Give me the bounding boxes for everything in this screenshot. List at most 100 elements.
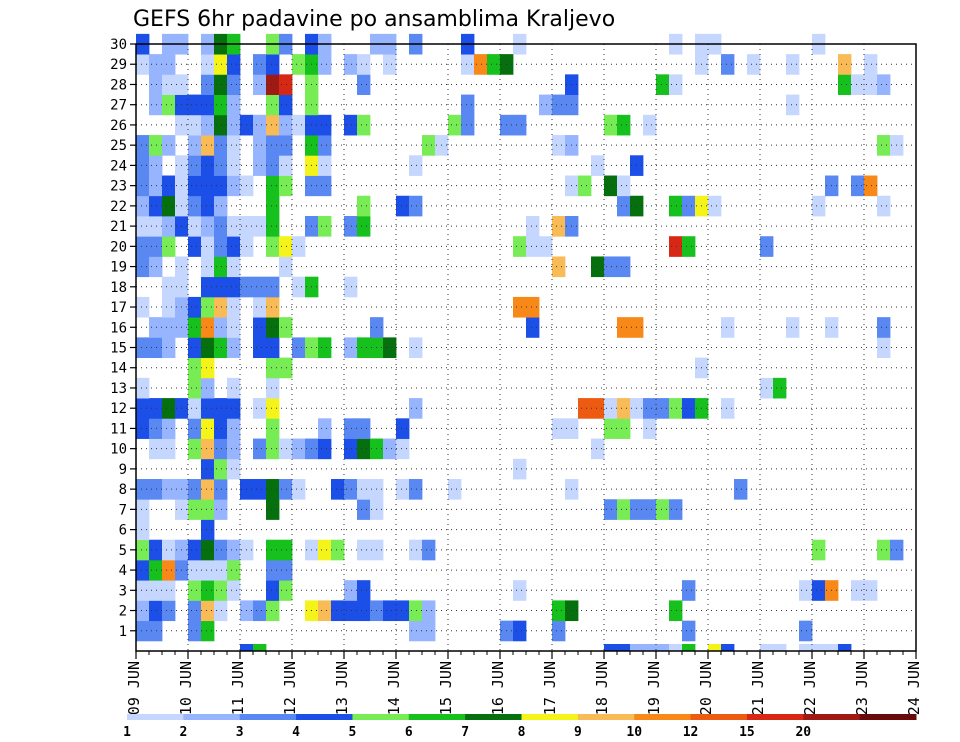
data-cell: [682, 620, 696, 642]
data-cell: [149, 236, 163, 257]
data-cell: [864, 54, 878, 75]
data-cell: [227, 276, 241, 298]
x-tick-label: 17 JUN: [541, 661, 559, 715]
data-cell: [162, 438, 176, 460]
data-cell: [773, 377, 787, 399]
data-cell: [227, 337, 241, 359]
data-cell: [669, 600, 683, 622]
data-cell: [851, 580, 865, 601]
data-cell: [214, 94, 228, 116]
data-cell: [292, 236, 306, 257]
data-cell: [266, 317, 280, 338]
data-cell: [786, 54, 800, 75]
data-cell: [227, 256, 241, 278]
data-cell: [266, 539, 280, 561]
data-cell: [227, 74, 241, 95]
data-cell: [214, 438, 228, 460]
data-cell: [357, 74, 371, 95]
data-cell: [201, 175, 215, 197]
x-tick-label: 19 JUN: [645, 661, 663, 715]
data-cell: [383, 438, 397, 460]
y-tick-label: 14: [110, 361, 127, 377]
data-cell: [136, 398, 150, 419]
data-cell: [513, 236, 527, 257]
data-cell: [331, 539, 345, 561]
legend-label: 1: [123, 725, 131, 740]
y-tick-label: 16: [110, 320, 127, 336]
data-cell: [838, 74, 852, 95]
data-cell: [253, 135, 267, 156]
data-cell: [253, 114, 267, 136]
data-cell: [214, 337, 228, 359]
legend-swatch: [183, 714, 241, 720]
legend-label: 9: [574, 725, 582, 740]
data-cell: [214, 539, 228, 561]
data-cell: [669, 398, 683, 419]
data-cell: [214, 236, 228, 257]
data-cell: [487, 54, 501, 75]
x-tick-label: 14 JUN: [385, 661, 403, 715]
data-cell: [318, 539, 332, 561]
data-cell: [136, 479, 150, 500]
data-cell: [513, 296, 527, 318]
data-cell: [357, 215, 371, 237]
data-cell: [864, 175, 878, 197]
data-cell: [396, 600, 410, 622]
data-cell: [266, 135, 280, 156]
data-cell: [149, 337, 163, 359]
data-cell: [318, 215, 332, 237]
data-cell: [292, 479, 306, 500]
data-cell: [201, 600, 215, 622]
data-cell: [513, 458, 527, 480]
data-cell: [214, 580, 228, 601]
data-cell: [227, 175, 241, 197]
legend-label: 6: [405, 725, 413, 740]
data-cell: [396, 195, 410, 217]
data-cell: [214, 215, 228, 237]
data-cell: [266, 94, 280, 116]
data-cell: [318, 175, 332, 197]
data-cell: [201, 337, 215, 359]
data-cell: [188, 135, 202, 156]
data-cell: [136, 377, 150, 399]
data-cell: [214, 458, 228, 480]
data-cell: [214, 418, 228, 439]
data-cell: [201, 418, 215, 439]
data-cell: [149, 580, 163, 601]
data-cell: [149, 175, 163, 197]
x-tick-label: 15 JUN: [437, 661, 455, 715]
data-cell: [149, 479, 163, 500]
legend-swatch: [634, 714, 692, 720]
data-cell: [461, 54, 475, 75]
data-cell: [201, 276, 215, 298]
y-tick-label: 7: [119, 502, 127, 518]
legend-swatch: [352, 714, 410, 720]
data-cell: [682, 236, 696, 257]
data-cell: [877, 135, 891, 156]
data-cell: [292, 337, 306, 359]
data-cell: [253, 644, 267, 652]
data-cell: [318, 54, 332, 75]
data-cell: [214, 54, 228, 75]
data-cell: [136, 54, 150, 75]
data-cell: [643, 114, 657, 136]
y-tick-label: 3: [119, 583, 127, 599]
data-cell: [344, 276, 358, 298]
data-cell: [214, 398, 228, 419]
data-cell: [188, 114, 202, 136]
data-cell: [409, 195, 423, 217]
data-cell: [266, 337, 280, 359]
data-cell: [136, 175, 150, 197]
legend-swatch: [239, 714, 297, 720]
x-tick-label: 18 JUN: [593, 661, 611, 715]
data-cell: [877, 195, 891, 217]
data-cell: [617, 256, 631, 278]
data-cell: [253, 479, 267, 500]
data-cell: [682, 644, 696, 652]
data-cell: [773, 644, 787, 652]
data-cell: [201, 519, 215, 541]
data-cell: [162, 296, 176, 318]
data-cell: [409, 337, 423, 359]
data-cell: [266, 175, 280, 197]
data-cell: [786, 317, 800, 338]
